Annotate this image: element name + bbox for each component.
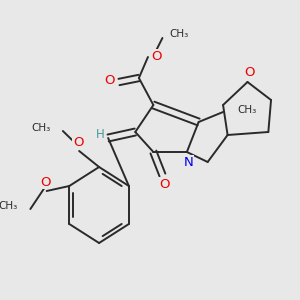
Text: CH₃: CH₃: [238, 105, 257, 115]
Text: CH₃: CH₃: [0, 201, 18, 211]
Text: O: O: [244, 65, 255, 79]
Text: O: O: [73, 136, 83, 148]
Text: O: O: [40, 176, 51, 188]
Text: H: H: [96, 128, 104, 142]
Text: O: O: [159, 178, 169, 190]
Text: O: O: [105, 74, 115, 86]
Text: O: O: [151, 50, 161, 62]
Text: CH₃: CH₃: [170, 29, 189, 39]
Text: CH₃: CH₃: [31, 123, 50, 133]
Text: N: N: [184, 155, 194, 169]
